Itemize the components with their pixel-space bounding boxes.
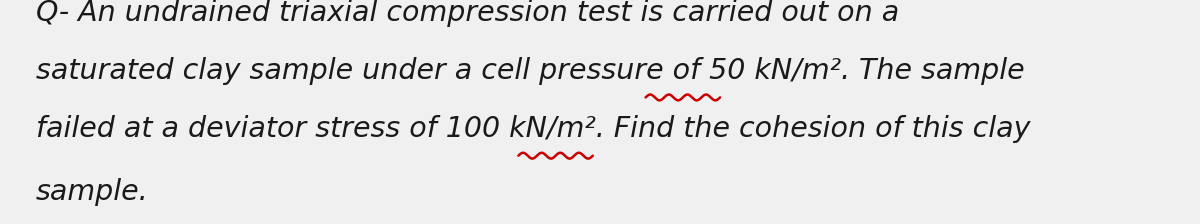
Text: Q- An undrained triaxial compression test is carried out on a: Q- An undrained triaxial compression tes… (36, 0, 899, 27)
Text: saturated clay sample under a cell pressure of 50 kN/m². The sample: saturated clay sample under a cell press… (36, 57, 1025, 85)
Text: sample.: sample. (36, 178, 149, 206)
Text: failed at a deviator stress of 100 kN/m². Find the cohesion of this clay: failed at a deviator stress of 100 kN/m²… (36, 115, 1031, 143)
